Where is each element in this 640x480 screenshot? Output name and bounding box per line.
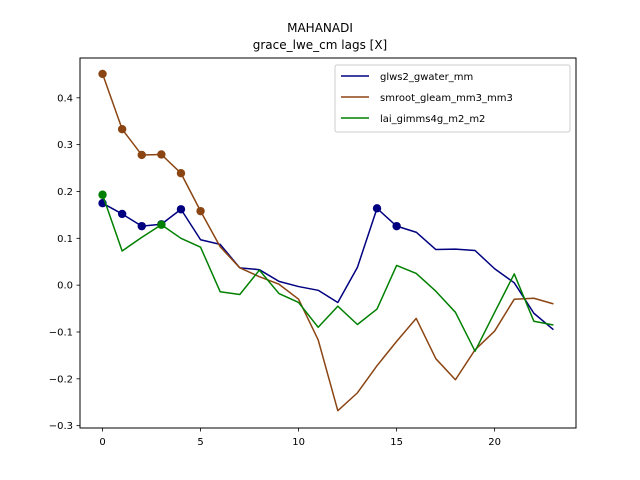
y-tick-label: −0.1 bbox=[49, 327, 73, 338]
x-tick-label: 5 bbox=[197, 437, 203, 448]
data-point-glws2_gwater_mm-1 bbox=[117, 209, 127, 219]
y-tick-label: −0.2 bbox=[49, 374, 73, 385]
data-point-smroot_gleam_mm3_mm3-1 bbox=[117, 124, 127, 134]
data-point-glws2_gwater_mm-15 bbox=[392, 221, 401, 231]
data-point-glws2_gwater_mm-2 bbox=[137, 221, 146, 231]
axes-frame bbox=[79, 57, 577, 429]
y-tick-label: 0.1 bbox=[57, 234, 73, 245]
x-tick-label: 20 bbox=[488, 437, 501, 448]
legend-label-smroot_gleam_mm3_mm3: smroot_gleam_mm3_mm3 bbox=[380, 93, 513, 104]
data-point-lai_gimms4g_m2_m2-0 bbox=[98, 190, 107, 199]
legend-box bbox=[334, 64, 571, 133]
y-tick-label: 0.4 bbox=[57, 93, 73, 104]
data-point-smroot_gleam_mm3_mm3-4 bbox=[176, 169, 186, 178]
y-tick-label: 0.0 bbox=[57, 281, 73, 292]
data-point-smroot_gleam_mm3_mm3-0 bbox=[98, 69, 107, 79]
plot-area bbox=[98, 69, 554, 412]
y-tick-label: 0.2 bbox=[57, 187, 73, 198]
y-tick-label: −0.3 bbox=[49, 421, 73, 432]
data-point-smroot_gleam_mm3_mm3-2 bbox=[137, 150, 146, 160]
y-tick-label: 0.3 bbox=[57, 140, 73, 151]
data-point-lai_gimms4g_m2_m2-3 bbox=[157, 220, 166, 229]
x-tick-label: 0 bbox=[99, 437, 105, 448]
chart-title: MAHANADI bbox=[287, 21, 353, 35]
data-point-glws2_gwater_mm-4 bbox=[176, 205, 186, 214]
legend-label-lai_gimms4g_m2_m2: lai_gimms4g_m2_m2 bbox=[380, 114, 485, 125]
series-line-lai_gimms4g_m2_m2 bbox=[101, 194, 554, 352]
chart-subtitle: grace_lwe_cm lags [X] bbox=[253, 38, 387, 52]
legend: glws2_gwater_mm smroot_gleam_mm3_mm3 lai_g… bbox=[334, 64, 571, 133]
data-point-glws2_gwater_mm-14 bbox=[372, 204, 382, 213]
x-tick-label: 10 bbox=[292, 437, 305, 448]
series-line-smroot_gleam_mm3_mm3 bbox=[101, 73, 554, 412]
data-point-smroot_gleam_mm3_mm3-3 bbox=[157, 150, 166, 159]
axes: 0 5 10 15 20 −0.3 −0.2 −0.1 0.0 0.1 0.2 0.3 0.4 bbox=[49, 93, 501, 448]
data-point-smroot_gleam_mm3_mm3-5 bbox=[196, 206, 205, 216]
legend-label-glws2_gwater_mm: glws2_gwater_mm bbox=[380, 72, 473, 83]
x-tick-label: 15 bbox=[390, 437, 403, 448]
